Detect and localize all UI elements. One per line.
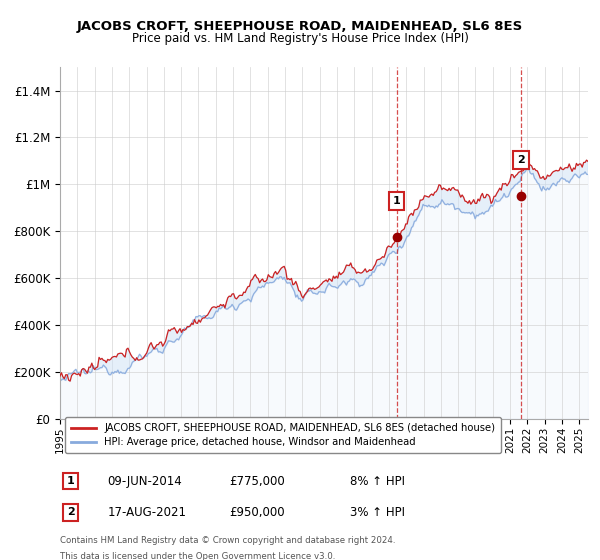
Legend: JACOBS CROFT, SHEEPHOUSE ROAD, MAIDENHEAD, SL6 8ES (detached house), HPI: Averag: JACOBS CROFT, SHEEPHOUSE ROAD, MAIDENHEA… bbox=[65, 417, 501, 453]
Text: 3% ↑ HPI: 3% ↑ HPI bbox=[350, 506, 406, 519]
Text: Contains HM Land Registry data © Crown copyright and database right 2024.: Contains HM Land Registry data © Crown c… bbox=[60, 536, 395, 545]
Text: Price paid vs. HM Land Registry's House Price Index (HPI): Price paid vs. HM Land Registry's House … bbox=[131, 32, 469, 45]
Text: 2: 2 bbox=[517, 155, 525, 165]
Text: 1: 1 bbox=[67, 476, 74, 486]
Text: 09-JUN-2014: 09-JUN-2014 bbox=[107, 475, 182, 488]
Text: £950,000: £950,000 bbox=[229, 506, 284, 519]
Text: JACOBS CROFT, SHEEPHOUSE ROAD, MAIDENHEAD, SL6 8ES: JACOBS CROFT, SHEEPHOUSE ROAD, MAIDENHEA… bbox=[77, 20, 523, 32]
Text: 17-AUG-2021: 17-AUG-2021 bbox=[107, 506, 187, 519]
Text: 1: 1 bbox=[392, 196, 400, 206]
Text: 2: 2 bbox=[67, 507, 74, 517]
Text: 8% ↑ HPI: 8% ↑ HPI bbox=[350, 475, 406, 488]
Text: £775,000: £775,000 bbox=[229, 475, 285, 488]
Text: This data is licensed under the Open Government Licence v3.0.: This data is licensed under the Open Gov… bbox=[60, 552, 335, 560]
